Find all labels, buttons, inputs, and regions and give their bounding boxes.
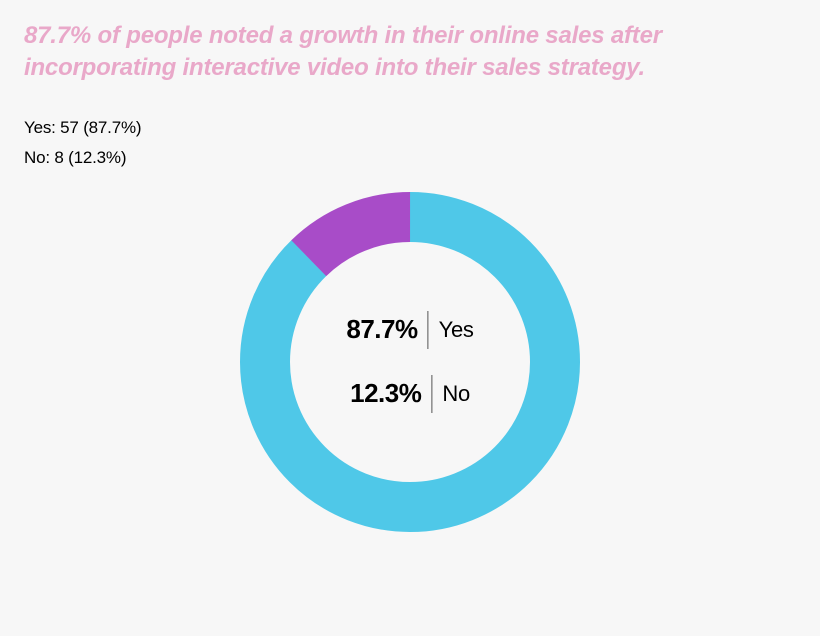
center-divider-icon	[431, 375, 432, 413]
center-divider-icon	[428, 311, 429, 349]
donut-chart: 87.7% Yes 12.3% No	[240, 192, 580, 532]
summary-line-yes: Yes: 57 (87.7%)	[24, 113, 796, 144]
page-root: 87.7% of people noted a growth in their …	[0, 0, 820, 636]
donut-center-labels: 87.7% Yes 12.3% No	[346, 311, 473, 413]
summary-block: Yes: 57 (87.7%) No: 8 (12.3%)	[24, 113, 796, 174]
center-word-no: No	[442, 381, 470, 407]
chart-container: 87.7% Yes 12.3% No	[24, 192, 796, 532]
center-pct-yes: 87.7%	[346, 314, 417, 345]
center-row-no: 12.3% No	[350, 375, 470, 413]
center-row-yes: 87.7% Yes	[346, 311, 473, 349]
headline-text: 87.7% of people noted a growth in their …	[24, 20, 784, 85]
center-pct-no: 12.3%	[350, 378, 421, 409]
summary-line-no: No: 8 (12.3%)	[24, 143, 796, 174]
center-word-yes: Yes	[439, 317, 474, 343]
